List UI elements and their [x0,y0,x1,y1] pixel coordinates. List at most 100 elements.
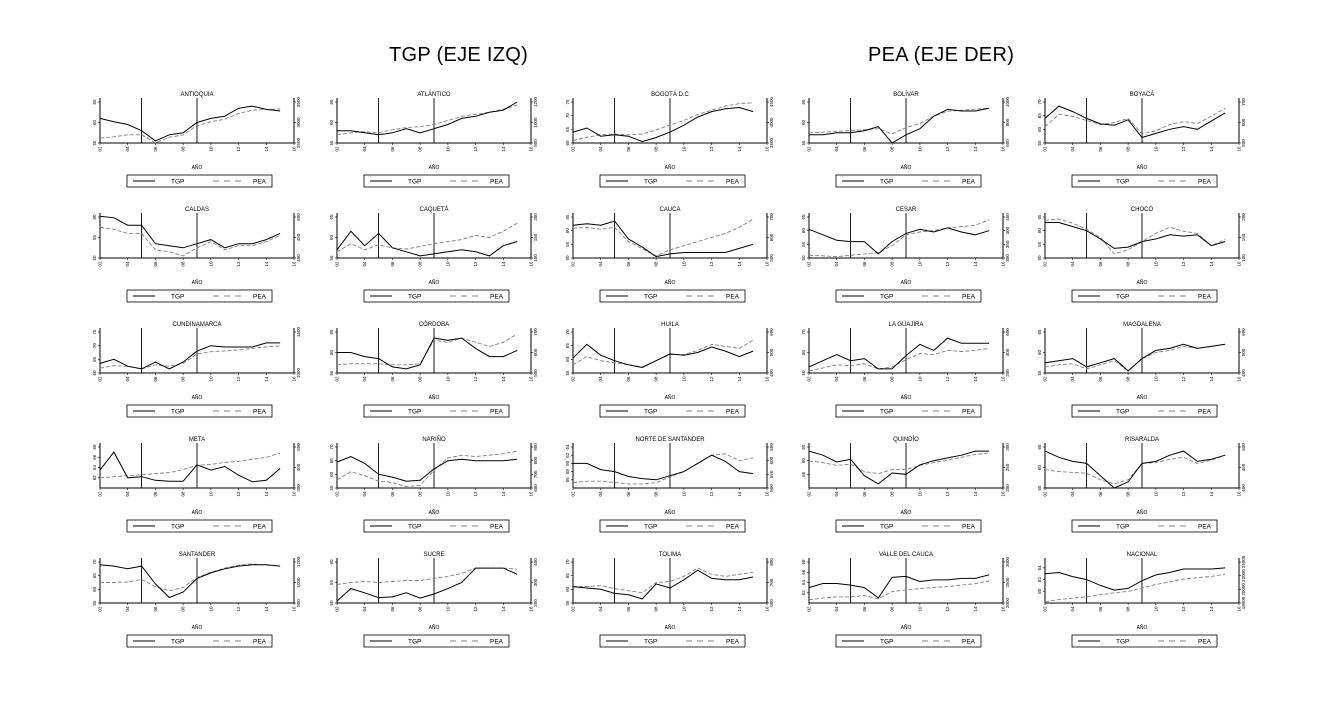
series-pea-line [1044,573,1226,603]
y-tick-label-right: 22000 [1241,569,1246,582]
x-tick-label: 10 [208,146,213,152]
x-tick-label: 14 [501,146,506,152]
y-tick-label-left: 60 [1037,588,1042,594]
y-tick-label-left: 55 [92,600,97,606]
y-tick-label-right: 3500 [769,137,774,148]
x-tick-label: 14 [737,606,742,612]
x-axis-label: AÑO [901,509,912,516]
legend-label-pea: PEA [726,639,740,646]
x-tick-label: 10 [208,606,213,612]
y-tick-label-right: 800 [1005,118,1010,126]
x-tick-label: 08 [890,261,895,267]
x-tick-label: 02 [335,491,340,497]
y-tick-label-left: 58 [565,469,570,475]
y-tick-label-left: 65 [565,126,570,132]
y-tick-label-left: 55 [329,580,334,586]
series-tgp-line [337,101,518,136]
x-tick-label: 12 [1181,146,1186,152]
y-tick-label-left: 50 [92,255,97,261]
legend-label-tgp: TGP [880,639,893,646]
y-tick-label-right: 500 [1241,348,1246,356]
x-tick-label: 14 [1209,376,1214,382]
y-tick-label-right: 600 [1005,328,1010,336]
y-tick-label-left: 64 [1037,565,1042,571]
y-tick-label-right: 400 [533,558,538,566]
y-tick-label-left: 60 [92,370,97,376]
panel-title: CUNDINAMARCA [172,322,221,328]
x-tick-label: 14 [737,261,742,267]
legend-label-pea: PEA [1198,409,1212,416]
y-tick-label-left: 60 [92,120,97,126]
y-tick-label-left: 50 [1037,255,1042,261]
y-tick-label-left: 60 [565,460,570,466]
y-tick-label-right: 550 [769,470,774,478]
y-tick-label-right: 1200 [296,556,301,567]
legend-label-pea: PEA [726,294,740,301]
panel-choc-: CHOCÓ 02 04 06 08 10 12 14 16 50 55 60 65 100 150 200 AÑ… [1037,206,1246,303]
legend-label-tgp: TGP [1116,524,1129,531]
y-tick-label-right: 500 [769,484,774,492]
y-tick-label-right: 200 [533,599,538,607]
panel-meta: META 02 04 06 08 10 12 14 16 62 64 66 68 300 400 500 AÑO… [92,437,301,533]
x-tick-label: 06 [390,376,395,382]
x-tick-label: 08 [890,606,895,612]
series-pea-line [1044,454,1226,485]
x-tick-label: 02 [807,261,812,267]
legend-label-tgp: TGP [1116,294,1129,301]
x-tick-label: 10 [445,491,450,497]
y-tick-label-right: 800 [296,599,301,607]
x-tick-label: 08 [418,146,423,152]
y-tick-label-right: 900 [533,443,538,451]
y-tick-label-right: 200 [1005,484,1010,492]
y-tick-label-right: 500 [533,369,538,377]
series-tgp-line [808,450,990,485]
x-tick-label: 12 [473,606,478,612]
y-tick-label-right: 500 [1241,443,1246,451]
y-tick-label-right: 500 [296,213,301,221]
x-tick-label: 04 [1070,491,1075,497]
x-axis-label: AÑO [1137,164,1148,171]
legend-label-tgp: TGP [408,179,421,186]
x-tick-label: 16 [765,376,770,382]
y-tick-label-left: 60 [565,228,570,234]
x-tick-label: 10 [917,261,922,267]
legend-box [1071,174,1218,188]
legend-label-tgp: TGP [644,179,657,186]
y-tick-label-left: 62 [565,452,570,458]
legend-box [1071,289,1218,303]
y-tick-label-right: 1000 [296,367,301,378]
series-pea-line [808,347,990,372]
x-tick-label: 12 [473,376,478,382]
y-tick-label-left: 60 [1037,228,1042,234]
panel-tolima: TOLIMA 02 04 06 08 10 12 14 16 55 60 65 70 600 700 800 A… [565,552,774,648]
x-tick-label: 16 [1237,146,1242,152]
x-axis-label: AÑO [192,164,203,171]
x-tick-label: 06 [1098,261,1103,267]
series-tgp-line [809,107,990,144]
series-pea-line [336,450,518,488]
series-pea-line [572,339,754,368]
x-tick-label: 14 [501,491,506,497]
x-tick-label: 04 [598,606,603,612]
series-tgp-line [336,567,518,602]
legend-box [1071,404,1218,418]
y-tick-label-left: 65 [565,573,570,579]
legend-label-pea: PEA [490,409,504,416]
legend-label-tgp: TGP [171,409,184,416]
panel-title: NACIONAL [1127,552,1158,558]
x-tick-label: 12 [709,606,714,612]
legend-label-tgp: TGP [1116,639,1129,646]
legend-label-pea: PEA [1198,294,1212,301]
x-tick-label: 06 [153,606,158,612]
legend-label-tgp: TGP [644,639,657,646]
x-tick-label: 06 [153,261,158,267]
series-tgp-line [572,220,754,258]
x-tick-label: 08 [1126,376,1131,382]
legend-label-tgp: TGP [171,179,184,186]
x-tick-label: 06 [153,491,158,497]
y-tick-label-left: 62 [92,475,97,481]
y-tick-label-right: 300 [296,484,301,492]
x-tick-label: 04 [125,261,130,267]
series-tgp-line [572,343,754,369]
panel-boyac-: BOYACÁ 02 04 06 08 10 12 14 16 55 60 65 70 500 600 700 A… [1037,91,1246,188]
